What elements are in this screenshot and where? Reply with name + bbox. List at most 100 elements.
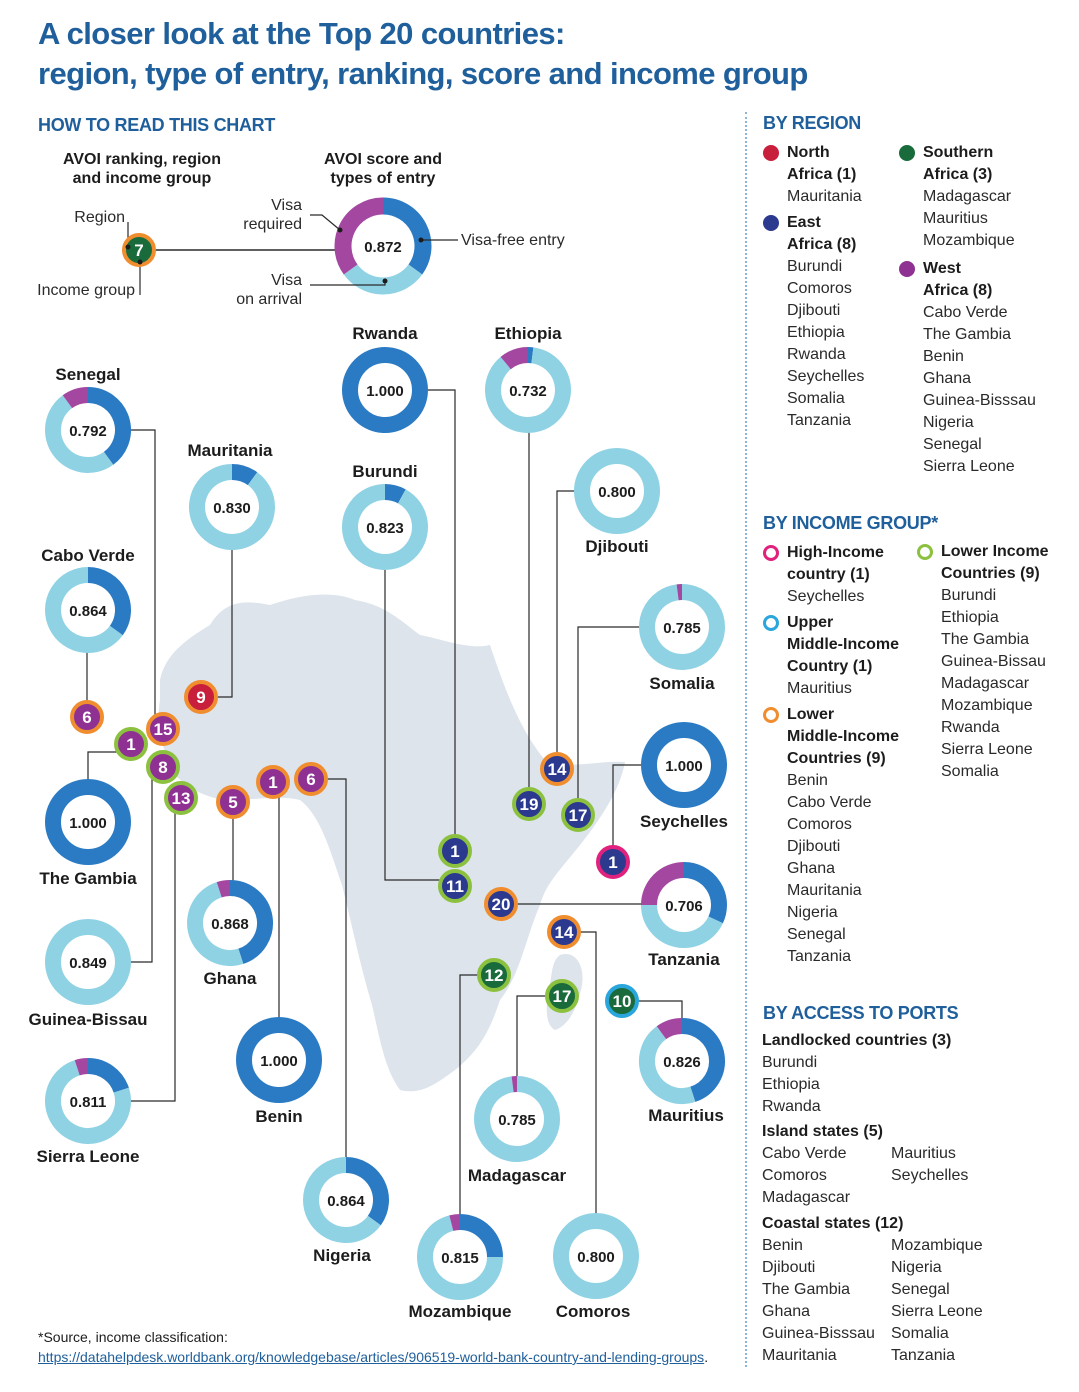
category-dot <box>763 707 779 723</box>
category-dot <box>763 215 779 231</box>
donut-score-mauritius: 0.826 <box>663 1054 701 1071</box>
country-label-madagascar: Madagascar <box>468 1166 567 1185</box>
rank-number: 19 <box>520 795 539 814</box>
donut-seychelles: 1.000 <box>641 722 727 808</box>
ports-item: Comoros <box>762 1167 827 1184</box>
ports-item: Guinea-Bisssau <box>762 1325 875 1342</box>
donut-segment-visa-on-arrival <box>641 904 723 948</box>
category-item: Ghana <box>923 370 972 387</box>
donut-segment-visa-on-arrival <box>45 395 114 473</box>
donut-score-mozambique: 0.815 <box>441 1250 479 1267</box>
leader-line-somalia <box>577 626 640 815</box>
donut-ghana: 0.868 <box>187 879 273 966</box>
rank-number: 10 <box>613 992 632 1011</box>
rank-badge-mauritius: 10 <box>605 984 639 1018</box>
donut-segment-visa-free <box>342 347 428 433</box>
donut-segment-visa-required <box>449 1214 461 1231</box>
legend-example-score: 0.872 <box>364 239 402 256</box>
donut-segment-visa-on-arrival <box>574 448 660 534</box>
donut-segment-visa-free <box>345 1157 389 1226</box>
rank-badge-circle <box>114 727 148 761</box>
donut-segment-visa-on-arrival <box>343 264 423 295</box>
sidebar-divider <box>745 112 747 1367</box>
country-label-djibouti: Djibouti <box>585 537 648 556</box>
rank-badge-djibouti: 14 <box>540 752 574 786</box>
category-label: East Africa (8) <box>787 214 857 253</box>
donut-score-djibouti: 0.800 <box>598 484 636 501</box>
rank-number: 8 <box>158 758 167 777</box>
category-dot <box>763 145 779 161</box>
ports-item: Cabo Verde <box>762 1145 847 1162</box>
donut-score-sierra-leone: 0.811 <box>70 1094 107 1111</box>
country-label-benin: Benin <box>255 1107 302 1126</box>
category-item: Nigeria <box>923 414 974 431</box>
donut-segment-visa-on-arrival <box>485 347 571 433</box>
category-item: Somalia <box>941 763 999 780</box>
donut-senegal: 0.792 <box>45 387 131 473</box>
category-item: Seychelles <box>787 588 865 605</box>
category-dot <box>899 261 915 277</box>
donut-score-ethiopia: 0.732 <box>509 383 547 400</box>
donut-mauritius: 0.826 <box>639 1018 725 1104</box>
leader-line-djibouti <box>556 490 575 769</box>
donut-tanzania: 0.706 <box>641 862 727 948</box>
leader-line-seychelles <box>612 764 642 862</box>
by-ports-heading: BY ACCESS TO PORTS <box>763 1003 959 1023</box>
rank-number: 15 <box>154 720 173 739</box>
category-item: Djibouti <box>787 302 841 319</box>
donut-score-madagascar: 0.785 <box>498 1112 536 1129</box>
donut-segment-visa-on-arrival <box>553 1213 639 1299</box>
category-item: Madagascar <box>923 188 1012 205</box>
donut-score-nigeria: 0.864 <box>327 1193 365 1210</box>
rank-badge-seychelles: 1 <box>596 845 630 879</box>
rank-number: 6 <box>306 770 315 789</box>
rank-number: 12 <box>485 966 504 985</box>
leader-line-senegal <box>130 429 156 729</box>
rank-badge-circle <box>545 979 579 1013</box>
ports-item: Senegal <box>891 1281 950 1298</box>
rank-number: 14 <box>548 760 567 779</box>
donut-segment-visa-free <box>382 197 432 275</box>
category-item: Rwanda <box>787 346 846 363</box>
donut-segment-visa-free <box>236 1017 322 1103</box>
rank-number: 11 <box>446 877 464 896</box>
donut-segment-visa-free <box>87 1058 129 1094</box>
donut-guinea-bissau: 0.849 <box>45 919 131 1005</box>
category-item: Tanzania <box>787 948 852 965</box>
legend-visa-free-dot <box>418 237 424 243</box>
legend-visa-required-label: required <box>243 216 302 233</box>
legend-region-dot <box>125 244 131 250</box>
rank-number: 5 <box>228 793 237 812</box>
country-label-cabo-verde: Cabo Verde <box>41 546 135 565</box>
donut-segment-visa-required <box>74 1057 89 1076</box>
legend-left-caption-line: AVOI ranking, region <box>63 151 221 168</box>
donut-segment-visa-on-arrival <box>639 1026 696 1104</box>
region-group-north: North Africa (1) Mauritania <box>763 142 862 208</box>
donut-segment-visa-free <box>384 484 406 504</box>
category-item: Benin <box>787 772 828 789</box>
category-item: Mauritius <box>923 210 988 227</box>
legend-visa-required-pointer <box>310 214 341 231</box>
country-label-the-gambia: The Gambia <box>39 869 137 888</box>
how-to-read-legend: AVOI ranking, region and income group AVOI… <box>37 151 565 308</box>
category-item: Ethiopia <box>787 324 845 341</box>
source-note: *Source, income classification: https://… <box>38 1327 708 1367</box>
donut-score-ghana: 0.868 <box>211 916 249 933</box>
donut-segment-visa-free <box>231 464 258 486</box>
legend-visa-required-dot <box>337 227 343 233</box>
source-link[interactable]: https://datahelpdesk.worldbank.org/knowl… <box>38 1349 705 1365</box>
donut-segment-visa-free <box>87 567 131 636</box>
donut-segment-visa-on-arrival <box>639 584 726 670</box>
rank-badge-circle <box>477 958 511 992</box>
country-label-sierra-leone: Sierra Leone <box>37 1147 140 1166</box>
title-line-1: A closer look at the Top 20 countries: <box>38 16 565 51</box>
donut-segment-visa-required <box>656 1018 683 1040</box>
donut-rwanda: 1.000 <box>342 347 428 433</box>
rank-badge-circle <box>70 700 104 734</box>
legend-visa-arrival-label: Visa <box>271 272 302 289</box>
rank-number: 9 <box>196 688 205 707</box>
rank-badge-senegal: 15 <box>146 712 180 746</box>
rank-badge-circle <box>146 712 180 746</box>
category-item: Mauritania <box>787 882 862 899</box>
